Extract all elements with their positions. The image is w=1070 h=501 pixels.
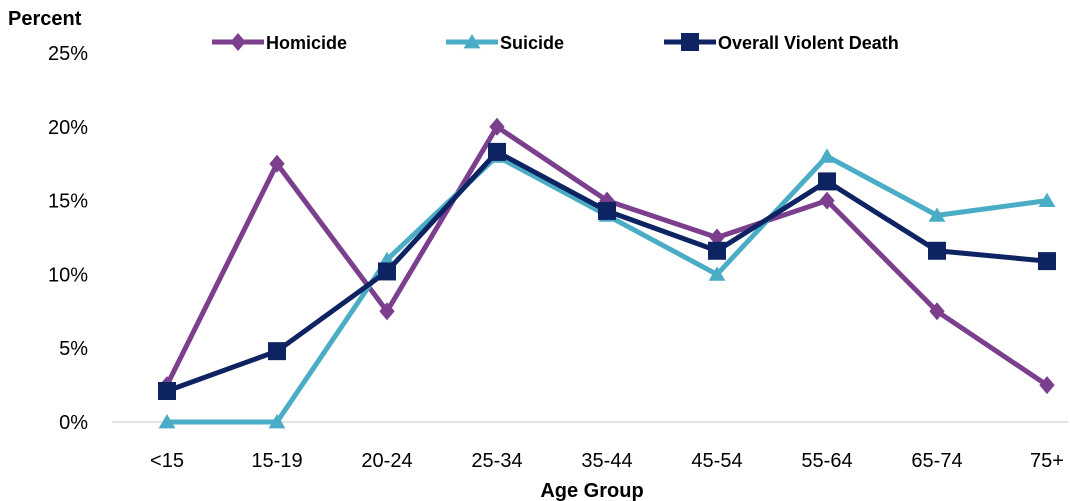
data-point: [819, 191, 835, 210]
x-tick-label: <15: [150, 450, 184, 472]
data-point: [928, 207, 946, 222]
data-point: [269, 154, 285, 173]
x-tick-label: 75+: [1030, 450, 1064, 472]
y-axis-ticks: 0% 5% 10% 15% 20% 25%: [48, 43, 88, 434]
series-layer: [158, 117, 1056, 429]
series-suicide: [158, 148, 1056, 429]
legend-item: Overall Violent Death: [664, 33, 899, 53]
data-point: [489, 117, 505, 136]
data-point: [268, 342, 286, 361]
x-tick-label: 65-74: [911, 450, 962, 472]
data-point: [378, 262, 396, 281]
data-point: [818, 148, 836, 163]
data-point: [708, 266, 726, 281]
x-tick-label: 15-19: [251, 450, 302, 472]
data-point: [929, 302, 945, 321]
legend-label: Homicide: [266, 33, 347, 53]
data-point: [378, 251, 396, 267]
series-line: [166, 149, 1048, 394]
y-tick-label: 5%: [59, 338, 88, 360]
legend-label: Overall Violent Death: [718, 33, 899, 53]
y-axis-title: Percent: [8, 8, 82, 30]
y-tick-label: 20%: [48, 117, 88, 139]
y-tick-label: 10%: [48, 264, 88, 286]
y-tick-label: 25%: [48, 43, 88, 65]
series-line: [164, 124, 1049, 388]
x-tick-label: 45-54: [691, 450, 742, 472]
legend-label: Suicide: [500, 33, 564, 53]
data-point: [268, 414, 286, 429]
data-point: [598, 201, 616, 220]
y-tick-label: 0%: [59, 412, 88, 434]
x-tick-label: 55-64: [801, 450, 852, 472]
x-tick-label: 35-44: [581, 450, 632, 472]
series-overall-violent-death: [158, 142, 1056, 401]
data-point: [158, 382, 176, 401]
data-point: [488, 142, 506, 161]
data-point: [1039, 376, 1055, 395]
legend: Homicide Suicide Overall Violent Death: [212, 33, 899, 53]
x-tick-label: 25-34: [471, 450, 522, 472]
x-tick-label: 20-24: [361, 450, 412, 472]
legend-marker: [463, 34, 481, 49]
data-point: [708, 241, 726, 260]
x-axis-ticks: <15 15-19 20-24 25-34 35-44 45-54 55-64 65-74 75…: [150, 450, 1064, 472]
data-point: [379, 302, 395, 321]
data-point: [928, 241, 946, 260]
data-point: [818, 172, 836, 191]
x-axis-title: Age Group: [540, 480, 643, 501]
data-point: [158, 414, 176, 429]
data-point: [1038, 192, 1056, 207]
legend-item: Homicide: [212, 33, 347, 53]
legend-marker: [681, 33, 699, 51]
data-point: [1038, 252, 1056, 271]
y-tick-label: 15%: [48, 191, 88, 213]
legend-item: Suicide: [446, 33, 564, 53]
series-homicide: [159, 117, 1055, 395]
legend-marker: [230, 33, 246, 51]
